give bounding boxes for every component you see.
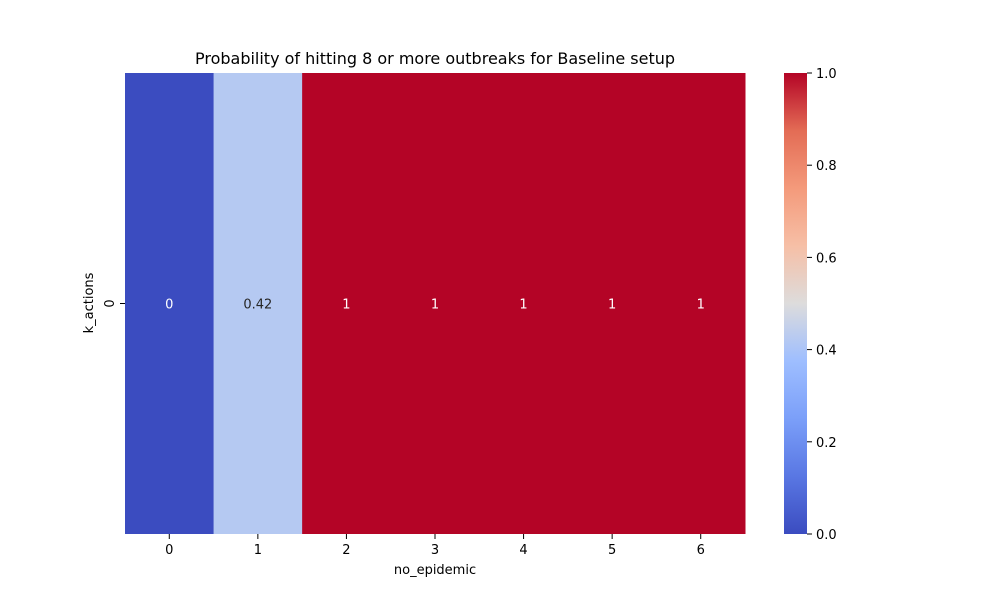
x-tick-label-2: 2 [342, 543, 350, 558]
colorbar-tick-label-3: 0.6 [816, 251, 837, 266]
heatmap-cell-0-6 [656, 73, 746, 534]
heatmap-cell-0-1 [213, 73, 303, 534]
cell-label-0-0: 0 [165, 298, 173, 313]
cell-labels: 0 0.42 1 1 1 1 1 [165, 298, 705, 313]
heatmap-cell-0-5 [567, 73, 657, 534]
y-axis-label: k_actions [82, 272, 97, 333]
heatmap-cell-0-4 [479, 73, 569, 534]
x-axis-ticks: 0 1 2 3 4 5 6 [165, 534, 705, 558]
colorbar-tick-label-1: 0.2 [816, 436, 837, 451]
cell-label-0-5: 1 [608, 298, 616, 313]
x-tick-label-5: 5 [608, 543, 616, 558]
colorbar-tick-label-4: 0.8 [816, 159, 837, 174]
colorbar [784, 73, 807, 534]
heatmap-cell-0-3 [390, 73, 480, 534]
heatmap-cell-0-0 [125, 73, 215, 534]
chart-title: Probability of hitting 8 or more outbrea… [195, 49, 675, 68]
colorbar-ticks: 0.0 0.2 0.4 0.6 0.8 1.0 [807, 67, 837, 543]
heatmap-cells [125, 73, 746, 534]
x-tick-label-4: 4 [519, 543, 527, 558]
cell-label-0-3: 1 [431, 298, 439, 313]
y-tick-label-0: 0 [103, 299, 118, 307]
x-tick-label-1: 1 [254, 543, 262, 558]
colorbar-tick-label-5: 1.0 [816, 67, 837, 82]
x-tick-label-0: 0 [165, 543, 173, 558]
cell-label-0-2: 1 [342, 298, 350, 313]
x-tick-label-3: 3 [431, 543, 439, 558]
cell-label-0-6: 1 [697, 298, 705, 313]
y-axis-ticks: 0 [103, 299, 125, 308]
colorbar-tick-label-2: 0.4 [816, 344, 837, 359]
cell-label-0-1: 0.42 [243, 298, 272, 313]
colorbar-tick-label-0: 0.0 [816, 528, 837, 543]
x-tick-label-6: 6 [697, 543, 705, 558]
x-axis-label: no_epidemic [394, 563, 476, 578]
heatmap-cell-0-2 [302, 73, 392, 534]
cell-label-0-4: 1 [519, 298, 527, 313]
